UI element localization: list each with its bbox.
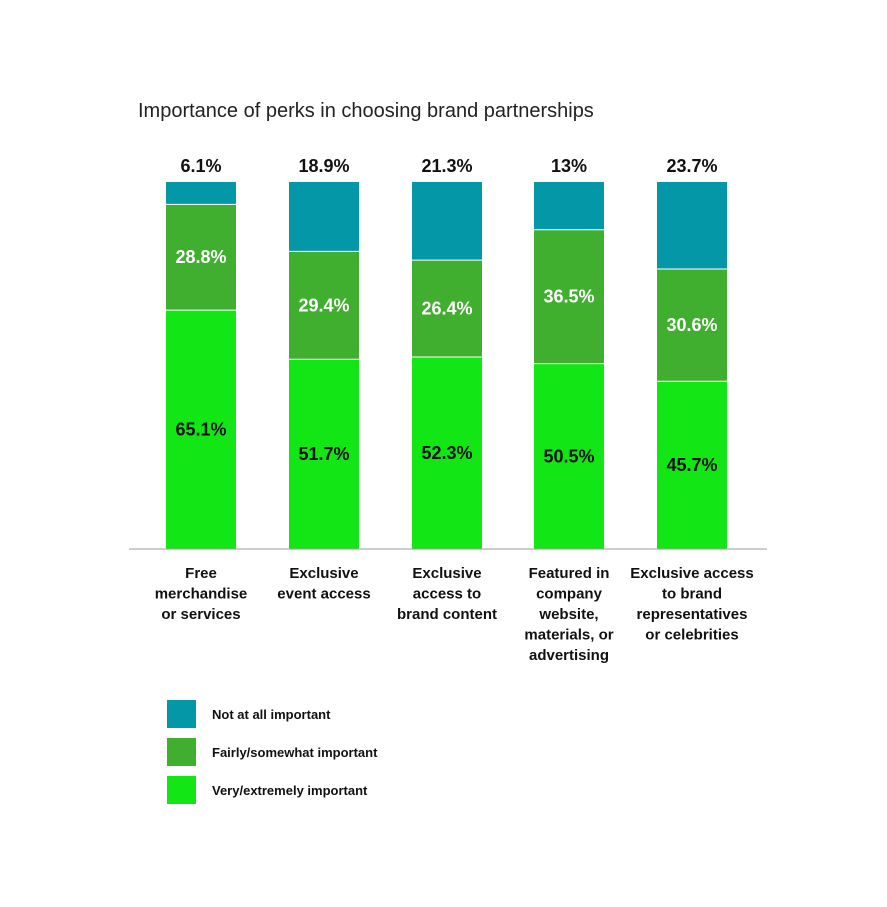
legend-swatch-3 xyxy=(167,776,196,804)
category-label-line: representatives xyxy=(637,606,748,623)
data-label-2-1: 28.8% xyxy=(175,247,226,267)
category-labels: Free merchandise or services Exclusive event… xyxy=(155,565,754,664)
bar-segment-3-4 xyxy=(534,182,604,230)
category-label-line: Exclusive access xyxy=(630,565,753,582)
category-label-line: Exclusive xyxy=(412,565,481,582)
bar-segment-3-2 xyxy=(289,182,359,252)
data-label-3-2: 18.9% xyxy=(298,156,349,176)
bars-group: 65.1% 28.8% 6.1% 51.7% 29.4% 18.9% 52.3% 26.4% 2… xyxy=(166,156,727,549)
bar-segment-3-5 xyxy=(657,182,727,269)
bar-segment-2-3 xyxy=(412,260,482,358)
data-label-1-3: 52.3% xyxy=(421,443,472,463)
data-label-3-3: 21.3% xyxy=(421,156,472,176)
data-label-3-4: 13% xyxy=(551,156,587,176)
data-label-1-4: 50.5% xyxy=(543,446,594,466)
data-label-1-5: 45.7% xyxy=(666,455,717,475)
data-label-2-3: 26.4% xyxy=(421,299,472,319)
legend-swatch-1 xyxy=(167,700,196,728)
category-label-line: or celebrities xyxy=(645,627,738,644)
chart-title: Importance of perks in choosing brand pa… xyxy=(138,100,594,122)
category-label-line: Featured in xyxy=(529,565,610,582)
category-label-1: Free merchandise or services xyxy=(155,565,248,623)
category-label-2: Exclusive event access xyxy=(277,565,370,603)
bar-segment-2-2 xyxy=(289,251,359,360)
category-label-line: brand content xyxy=(397,606,497,623)
category-label-line: merchandise xyxy=(155,586,248,603)
bar-segment-2-4 xyxy=(534,229,604,364)
bar-segment-2-5 xyxy=(657,268,727,382)
legend-label-2: Fairly/somewhat important xyxy=(212,745,378,760)
legend-swatch-2 xyxy=(167,738,196,766)
category-label-3: Exclusive access to brand content xyxy=(397,565,497,623)
category-label-line: materials, or xyxy=(524,627,613,644)
bar-segment-1-2 xyxy=(289,359,359,549)
category-label-4: Featured in company website, materials, or a… xyxy=(524,565,613,664)
legend: Not at all important Fairly/somewhat impo… xyxy=(167,700,378,804)
bar-segment-1-5 xyxy=(657,381,727,549)
category-label-line: event access xyxy=(277,586,370,603)
bar-segment-1-1 xyxy=(166,310,236,549)
data-label-3-1: 6.1% xyxy=(180,156,221,176)
category-label-line: Exclusive xyxy=(289,565,358,582)
category-label-line: advertising xyxy=(529,647,609,664)
category-label-line: website, xyxy=(538,606,598,623)
data-label-2-5: 30.6% xyxy=(666,315,717,335)
bar-segment-1-3 xyxy=(412,357,482,549)
category-label-line: to brand xyxy=(662,586,722,603)
data-label-1-2: 51.7% xyxy=(298,444,349,464)
bar-segment-2-1 xyxy=(166,204,236,311)
data-label-3-5: 23.7% xyxy=(666,156,717,176)
legend-label-1: Not at all important xyxy=(212,707,331,722)
bar-segment-3-1 xyxy=(166,182,236,205)
category-label-line: Free xyxy=(185,565,217,582)
bar-segment-3-3 xyxy=(412,182,482,261)
bar-segment-1-4 xyxy=(534,363,604,549)
data-label-1-1: 65.1% xyxy=(175,420,226,440)
category-label-line: or services xyxy=(161,606,240,623)
category-label-line: access to xyxy=(413,586,481,603)
legend-label-3: Very/extremely important xyxy=(212,783,368,798)
data-label-2-2: 29.4% xyxy=(298,295,349,315)
data-label-2-4: 36.5% xyxy=(543,287,594,307)
category-label-line: company xyxy=(536,586,603,603)
category-label-5: Exclusive access to brand representatives o… xyxy=(630,565,753,644)
